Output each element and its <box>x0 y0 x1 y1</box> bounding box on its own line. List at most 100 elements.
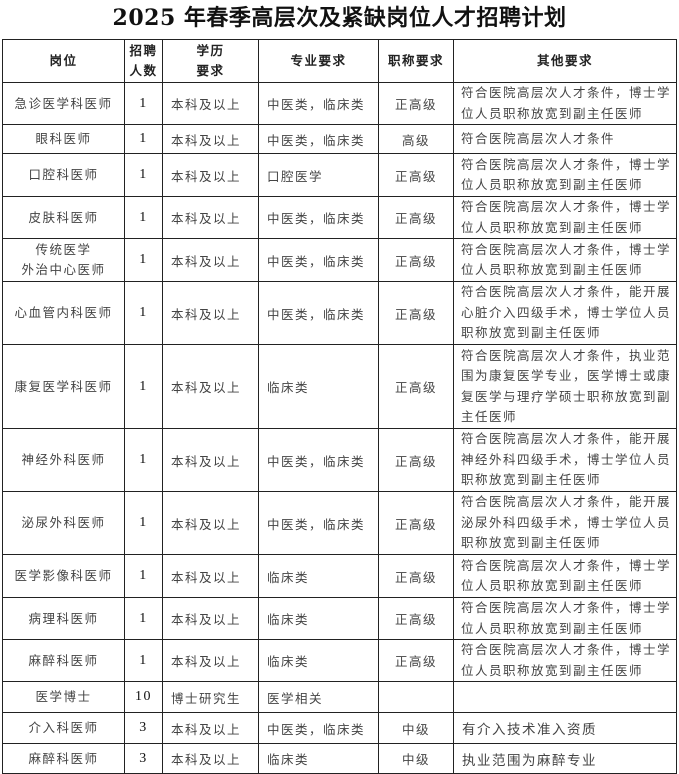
cell-title: 正高级 <box>378 82 454 125</box>
table-row: 医学博士 10 博士研究生 医学相关 <box>2 681 677 713</box>
cell-position: 眼科医师 <box>2 124 125 154</box>
cell-count: 1 <box>124 428 163 492</box>
cell-title: 正高级 <box>378 554 454 598</box>
cell-other: 符合医院高层次人才条件，博士学位人员职称放宽到副主任医师 <box>453 196 677 239</box>
table-row: 麻醉科医师 3 本科及以上 临床类 中级 执业范围为麻醉专业 <box>2 743 677 774</box>
cell-education: 本科及以上 <box>162 196 259 239</box>
cell-major: 中医类，临床类 <box>258 491 379 555</box>
cell-position: 麻醉科医师 <box>2 743 125 774</box>
cell-other: 符合医院高层次人才条件，博士学位人员职称放宽到副主任医师 <box>453 639 677 682</box>
cell-count: 1 <box>124 82 163 125</box>
table-row: 皮肤科医师 1 本科及以上 中医类，临床类 正高级 符合医院高层次人才条件，博士学位人员职… <box>2 196 677 239</box>
cell-title: 高级 <box>378 124 454 154</box>
cell-other: 符合医院高层次人才条件，博士学位人员职称放宽到副主任医师 <box>453 554 677 598</box>
cell-count: 1 <box>124 554 163 598</box>
cell-position: 医学博士 <box>2 681 125 713</box>
cell-title: 正高级 <box>378 344 454 429</box>
cell-other: 符合医院高层次人才条件，博士学位人员职称放宽到副主任医师 <box>453 82 677 125</box>
cell-other: 符合医院高层次人才条件，博士学位人员职称放宽到副主任医师 <box>453 597 677 640</box>
cell-education: 本科及以上 <box>162 639 259 682</box>
table-row: 介入科医师 3 本科及以上 中医类，临床类 中级 有介入技术准入资质 <box>2 712 677 744</box>
cell-other: 符合医院高层次人才条件，博士学位人员职称放宽到副主任医师 <box>453 153 677 197</box>
cell-major: 临床类 <box>258 743 379 774</box>
cell-education: 本科及以上 <box>162 344 259 429</box>
column-header: 招聘 人数 <box>124 39 163 83</box>
cell-position: 传统医学 外治中心医师 <box>2 238 125 282</box>
cell-title: 中级 <box>378 743 454 774</box>
cell-education: 博士研究生 <box>162 681 259 713</box>
cell-title: 正高级 <box>378 153 454 197</box>
cell-major: 中医类，临床类 <box>258 196 379 239</box>
cell-major: 医学相关 <box>258 681 379 713</box>
cell-position: 康复医学科医师 <box>2 344 125 429</box>
table-row: 麻醉科医师 1 本科及以上 临床类 正高级 符合医院高层次人才条件，博士学位人员职称放宽到… <box>2 639 677 682</box>
cell-position: 麻醉科医师 <box>2 639 125 682</box>
cell-other <box>453 681 677 713</box>
cell-position: 急诊医学科医师 <box>2 82 125 125</box>
cell-other: 符合医院高层次人才条件，执业范围为康复医学专业，医学博士或康复医学与理疗学硕士职… <box>453 344 677 429</box>
cell-education: 本科及以上 <box>162 491 259 555</box>
cell-major: 中医类，临床类 <box>258 281 379 345</box>
cell-position: 介入科医师 <box>2 712 125 744</box>
cell-education: 本科及以上 <box>162 82 259 125</box>
cell-major: 临床类 <box>258 344 379 429</box>
cell-count: 1 <box>124 597 163 640</box>
cell-other: 符合医院高层次人才条件，能开展泌尿外科四级手术，博士学位人员职称放宽到副主任医师 <box>453 491 677 555</box>
cell-major: 中医类，临床类 <box>258 428 379 492</box>
table-row: 病理科医师 1 本科及以上 临床类 正高级 符合医院高层次人才条件，博士学位人员职称放宽到… <box>2 597 677 640</box>
cell-major: 中医类，临床类 <box>258 124 379 154</box>
recruitment-table: 岗位 招聘 人数 学历 要求 专业要求 职称要求 其他要求 急诊医学科医师 1 本科及以上 中医… <box>2 39 677 774</box>
cell-major: 中医类，临床类 <box>258 82 379 125</box>
table-row: 传统医学 外治中心医师 1 本科及以上 中医类，临床类 正高级 符合医院高层次人才条件，博… <box>2 238 677 282</box>
cell-count: 1 <box>124 196 163 239</box>
cell-title: 正高级 <box>378 491 454 555</box>
cell-other: 有介入技术准入资质 <box>453 712 677 744</box>
cell-title: 正高级 <box>378 639 454 682</box>
cell-other: 符合医院高层次人才条件，博士学位人员职称放宽到副主任医师 <box>453 238 677 282</box>
column-header: 职称要求 <box>378 39 454 83</box>
table-row: 急诊医学科医师 1 本科及以上 中医类，临床类 正高级 符合医院高层次人才条件，博士学位人… <box>2 82 677 125</box>
table-row: 泌尿外科医师 1 本科及以上 中医类，临床类 正高级 符合医院高层次人才条件，能开展泌尿外… <box>2 491 677 555</box>
table-row: 医学影像科医师 1 本科及以上 临床类 正高级 符合医院高层次人才条件，博士学位人员职称放… <box>2 554 677 598</box>
cell-major: 临床类 <box>258 554 379 598</box>
table-row: 心血管内科医师 1 本科及以上 中医类，临床类 正高级 符合医院高层次人才条件，能开展心脏… <box>2 281 677 345</box>
cell-other: 符合医院高层次人才条件 <box>453 124 677 154</box>
cell-title: 正高级 <box>378 281 454 345</box>
cell-count: 1 <box>124 238 163 282</box>
cell-title: 中级 <box>378 712 454 744</box>
cell-count: 1 <box>124 124 163 154</box>
cell-title: 正高级 <box>378 196 454 239</box>
cell-count: 1 <box>124 344 163 429</box>
column-header: 其他要求 <box>453 39 677 83</box>
cell-count: 3 <box>124 712 163 744</box>
cell-count: 1 <box>124 153 163 197</box>
table-row: 神经外科医师 1 本科及以上 中医类，临床类 正高级 符合医院高层次人才条件，能开展神经外… <box>2 428 677 492</box>
cell-education: 本科及以上 <box>162 743 259 774</box>
cell-count: 1 <box>124 491 163 555</box>
cell-count: 1 <box>124 281 163 345</box>
cell-position: 口腔科医师 <box>2 153 125 197</box>
cell-position: 医学影像科医师 <box>2 554 125 598</box>
cell-count: 3 <box>124 743 163 774</box>
cell-other: 符合医院高层次人才条件，能开展神经外科四级手术，博士学位人员职称放宽到副主任医师 <box>453 428 677 492</box>
cell-major: 临床类 <box>258 639 379 682</box>
column-header: 岗位 <box>2 39 125 83</box>
cell-position: 病理科医师 <box>2 597 125 640</box>
cell-education: 本科及以上 <box>162 238 259 282</box>
cell-count: 1 <box>124 639 163 682</box>
cell-position: 泌尿外科医师 <box>2 491 125 555</box>
cell-title: 正高级 <box>378 238 454 282</box>
cell-major: 口腔医学 <box>258 153 379 197</box>
cell-position: 皮肤科医师 <box>2 196 125 239</box>
table-row: 康复医学科医师 1 本科及以上 临床类 正高级 符合医院高层次人才条件，执业范围为康复医学… <box>2 344 677 429</box>
page-title: 2025 年春季高层次及紧缺岗位人才招聘计划 <box>112 5 567 31</box>
cell-major: 临床类 <box>258 597 379 640</box>
cell-other: 执业范围为麻醉专业 <box>453 743 677 774</box>
cell-education: 本科及以上 <box>162 712 259 744</box>
cell-position: 神经外科医师 <box>2 428 125 492</box>
cell-title: 正高级 <box>378 597 454 640</box>
cell-education: 本科及以上 <box>162 554 259 598</box>
cell-major: 中医类，临床类 <box>258 238 379 282</box>
cell-other: 符合医院高层次人才条件，能开展心脏介入四级手术，博士学位人员职称放宽到副主任医师 <box>453 281 677 345</box>
column-header: 专业要求 <box>258 39 379 83</box>
